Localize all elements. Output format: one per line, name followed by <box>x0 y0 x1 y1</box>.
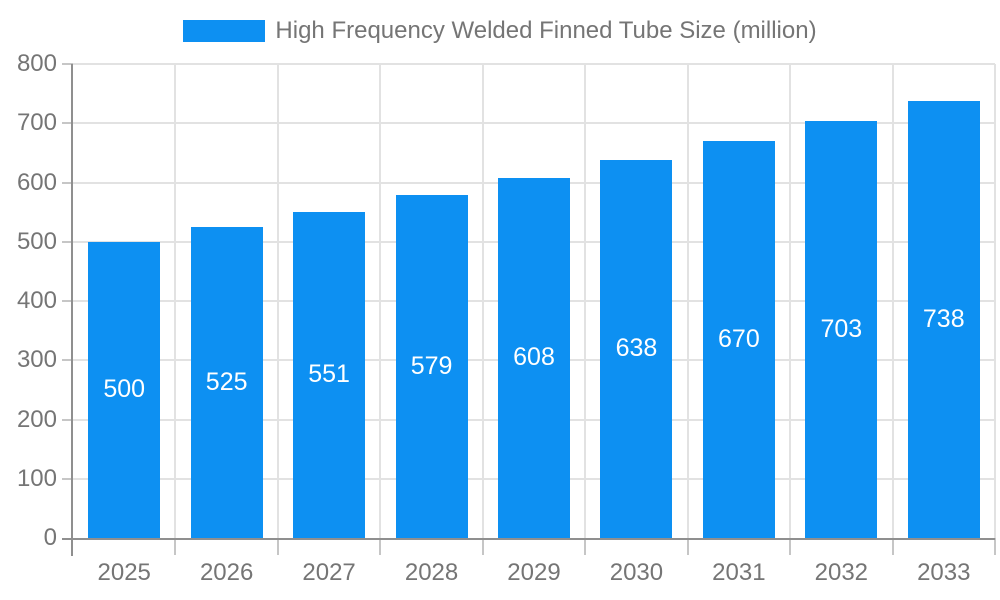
x-axis-tick <box>584 538 587 555</box>
y-axis-label: 200 <box>16 405 57 433</box>
x-axis-tick <box>789 538 792 555</box>
bar-2028[interactable]: 579 <box>395 194 468 538</box>
y-axis-label: 100 <box>16 464 57 492</box>
y-axis-label: 0 <box>43 524 57 551</box>
bar-value-label: 638 <box>615 334 658 363</box>
x-axis-label: 2028 <box>404 559 459 586</box>
x-axis-label: 2033 <box>917 559 971 586</box>
legend-swatch <box>183 20 266 42</box>
bar-2027[interactable]: 551 <box>293 211 366 538</box>
x-axis-line <box>62 538 995 540</box>
y-axis-line <box>71 64 73 556</box>
y-axis-tick <box>62 418 73 421</box>
gridline-vertical <box>379 64 382 538</box>
bar-2031[interactable]: 670 <box>702 141 775 538</box>
bar-value-label: 579 <box>410 351 453 380</box>
y-axis-label: 700 <box>16 109 57 137</box>
y-axis-tick <box>62 63 73 65</box>
x-axis-tick <box>891 538 894 555</box>
x-axis-label: 2031 <box>712 559 766 586</box>
y-axis-label: 400 <box>16 287 57 314</box>
x-axis-label: 2027 <box>302 559 356 586</box>
bar-value-label: 608 <box>513 343 555 372</box>
bar-value-label: 551 <box>308 360 350 389</box>
x-axis-label: 2025 <box>97 559 151 586</box>
legend-label: High Frequency Welded Finned Tube Size (… <box>275 17 817 44</box>
gridline-vertical <box>789 64 792 538</box>
legend-item[interactable]: High Frequency Welded Finned Tube Size (… <box>183 17 817 45</box>
gridline-horizontal <box>73 63 995 65</box>
y-axis-tick <box>62 240 73 243</box>
x-axis-tick <box>481 538 484 555</box>
legend: High Frequency Welded Finned Tube Size (… <box>0 17 1000 45</box>
bar-2029[interactable]: 608 <box>498 177 570 538</box>
y-axis-tick <box>62 359 73 362</box>
gridline-vertical <box>584 64 587 538</box>
x-axis-tick <box>174 538 177 555</box>
bar-2032[interactable]: 703 <box>805 121 878 538</box>
x-axis-label: 2030 <box>609 559 664 586</box>
bar-value-label: 525 <box>205 367 248 396</box>
y-axis-label: 300 <box>16 346 57 374</box>
y-axis-tick <box>62 181 73 184</box>
y-axis-tick <box>62 300 73 302</box>
gridline-vertical <box>891 64 894 538</box>
x-axis-label: 2032 <box>814 559 869 586</box>
gridline-vertical <box>686 64 689 538</box>
gridline-vertical <box>174 64 177 538</box>
y-axis-label: 800 <box>16 50 57 77</box>
bar-value-label: 738 <box>922 304 965 333</box>
bar-2030[interactable]: 638 <box>600 159 673 538</box>
bar-value-label: 670 <box>718 325 760 353</box>
x-axis-tick <box>276 538 279 555</box>
gridline-vertical <box>276 64 279 538</box>
y-axis-tick <box>62 477 73 480</box>
bar-2033[interactable]: 738 <box>907 100 980 538</box>
x-axis-label: 2026 <box>199 559 254 586</box>
bar-value-label: 500 <box>103 375 146 404</box>
x-axis-label: 2029 <box>507 559 561 586</box>
gridline-vertical <box>994 64 996 538</box>
y-axis-label: 600 <box>16 168 57 196</box>
y-axis-label: 500 <box>16 227 57 255</box>
x-axis-tick <box>686 538 689 555</box>
bar-2026[interactable]: 525 <box>190 226 263 538</box>
gridline-horizontal <box>73 122 995 125</box>
y-axis-tick <box>62 122 73 125</box>
bar-value-label: 703 <box>820 315 863 344</box>
x-axis-tick <box>994 538 996 555</box>
x-axis-tick <box>379 538 382 555</box>
gridline-vertical <box>481 64 484 538</box>
bar-2025[interactable]: 500 <box>88 241 161 538</box>
